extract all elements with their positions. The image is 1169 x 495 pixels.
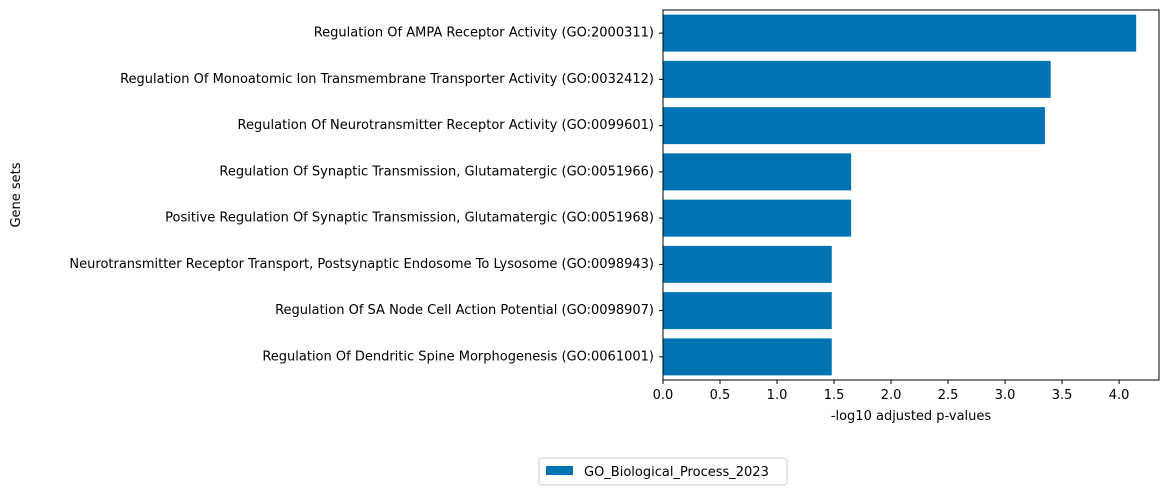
bar: [663, 338, 832, 376]
x-tick-label: 0.0: [653, 388, 674, 403]
x-axis-label: -log10 adjusted p-values: [831, 409, 992, 424]
x-tick-label: 2.0: [881, 388, 902, 403]
x-tick-label: 4.0: [1109, 388, 1130, 403]
y-tick-label: Regulation Of Neurotransmitter Receptor …: [238, 118, 654, 133]
legend-label: GO_Biological_Process_2023: [584, 465, 769, 480]
legend-swatch: [546, 466, 573, 475]
bar: [663, 60, 1051, 98]
x-tick-label: 2.5: [938, 388, 959, 403]
x-tick-label: 0.5: [710, 388, 731, 403]
legend: GO_Biological_Process_2023: [538, 457, 788, 486]
y-tick-label: Neurotransmitter Receptor Transport, Pos…: [69, 257, 654, 272]
legend-box: [538, 457, 788, 486]
x-tick-label: 3.5: [1052, 388, 1073, 403]
bars-group: [663, 14, 1137, 376]
plot-frame: [662, 9, 1160, 381]
bar: [663, 107, 1045, 145]
x-tick-label: 3.0: [995, 388, 1016, 403]
y-tick-label: Regulation Of SA Node Cell Action Potent…: [275, 303, 654, 318]
y-tick-label: Positive Regulation Of Synaptic Transmis…: [165, 211, 654, 226]
y-tick-label: Regulation Of Dendritic Spine Morphogene…: [262, 349, 654, 364]
y-tick-label: Regulation Of Synaptic Transmission, Glu…: [219, 164, 654, 179]
bar: [663, 153, 852, 191]
y-tick-label: Regulation Of AMPA Receptor Activity (GO…: [314, 26, 654, 41]
x-tick-label: 1.5: [824, 388, 845, 403]
bar: [663, 14, 1137, 52]
bar: [663, 199, 852, 237]
bar: [663, 292, 832, 330]
bar: [663, 245, 832, 283]
x-ticks: 0.0 0.5 1.0 1.5 2.0 2.5 3.0 3.5 4.0: [653, 380, 1130, 403]
x-tick-label: 1.0: [767, 388, 788, 403]
y-tick-labels: Regulation Of AMPA Receptor Activity (GO…: [69, 26, 663, 364]
y-tick-label: Regulation Of Monoatomic Ion Transmembra…: [120, 72, 654, 87]
y-axis-label: Gene sets: [9, 162, 24, 227]
